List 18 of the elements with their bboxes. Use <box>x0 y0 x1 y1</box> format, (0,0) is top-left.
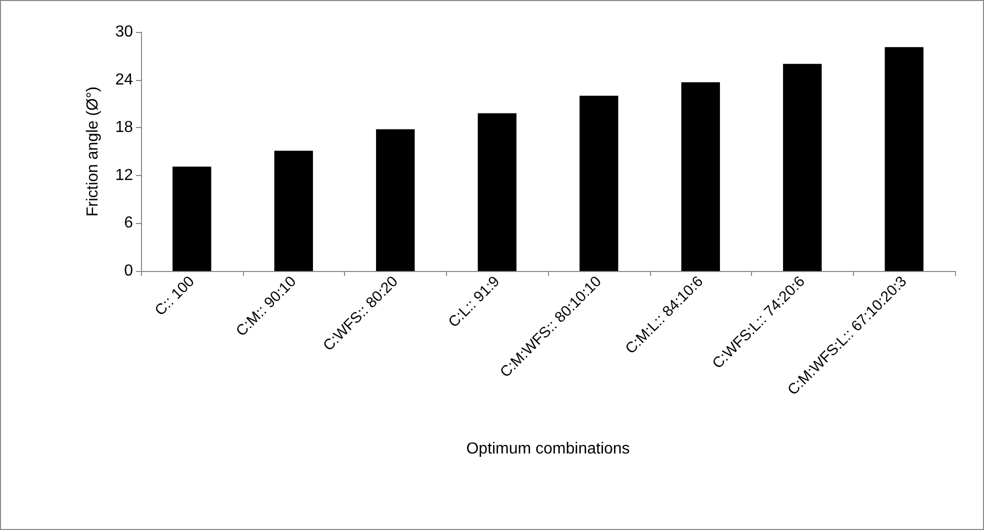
bar <box>783 64 822 271</box>
x-tick-label: C:L:: 91:9 <box>445 272 504 331</box>
y-tick-label: 6 <box>124 214 134 232</box>
bar <box>478 113 516 271</box>
y-tick-label: 12 <box>115 166 134 184</box>
y-tick-label: 24 <box>115 71 134 88</box>
y-tick-label: 30 <box>115 24 134 40</box>
bar <box>681 82 720 271</box>
y-tick-label: 18 <box>115 119 134 136</box>
y-tick-label: 0 <box>124 262 134 280</box>
bar <box>580 96 618 271</box>
bar <box>274 150 313 271</box>
bar <box>172 166 212 271</box>
bar <box>376 129 415 271</box>
x-axis-title: Optimum combinations <box>466 440 630 458</box>
bar <box>884 47 924 271</box>
y-axis-title: Friction angle (Ø°) <box>84 86 102 216</box>
x-tick-label: C:: 100 <box>152 272 198 320</box>
